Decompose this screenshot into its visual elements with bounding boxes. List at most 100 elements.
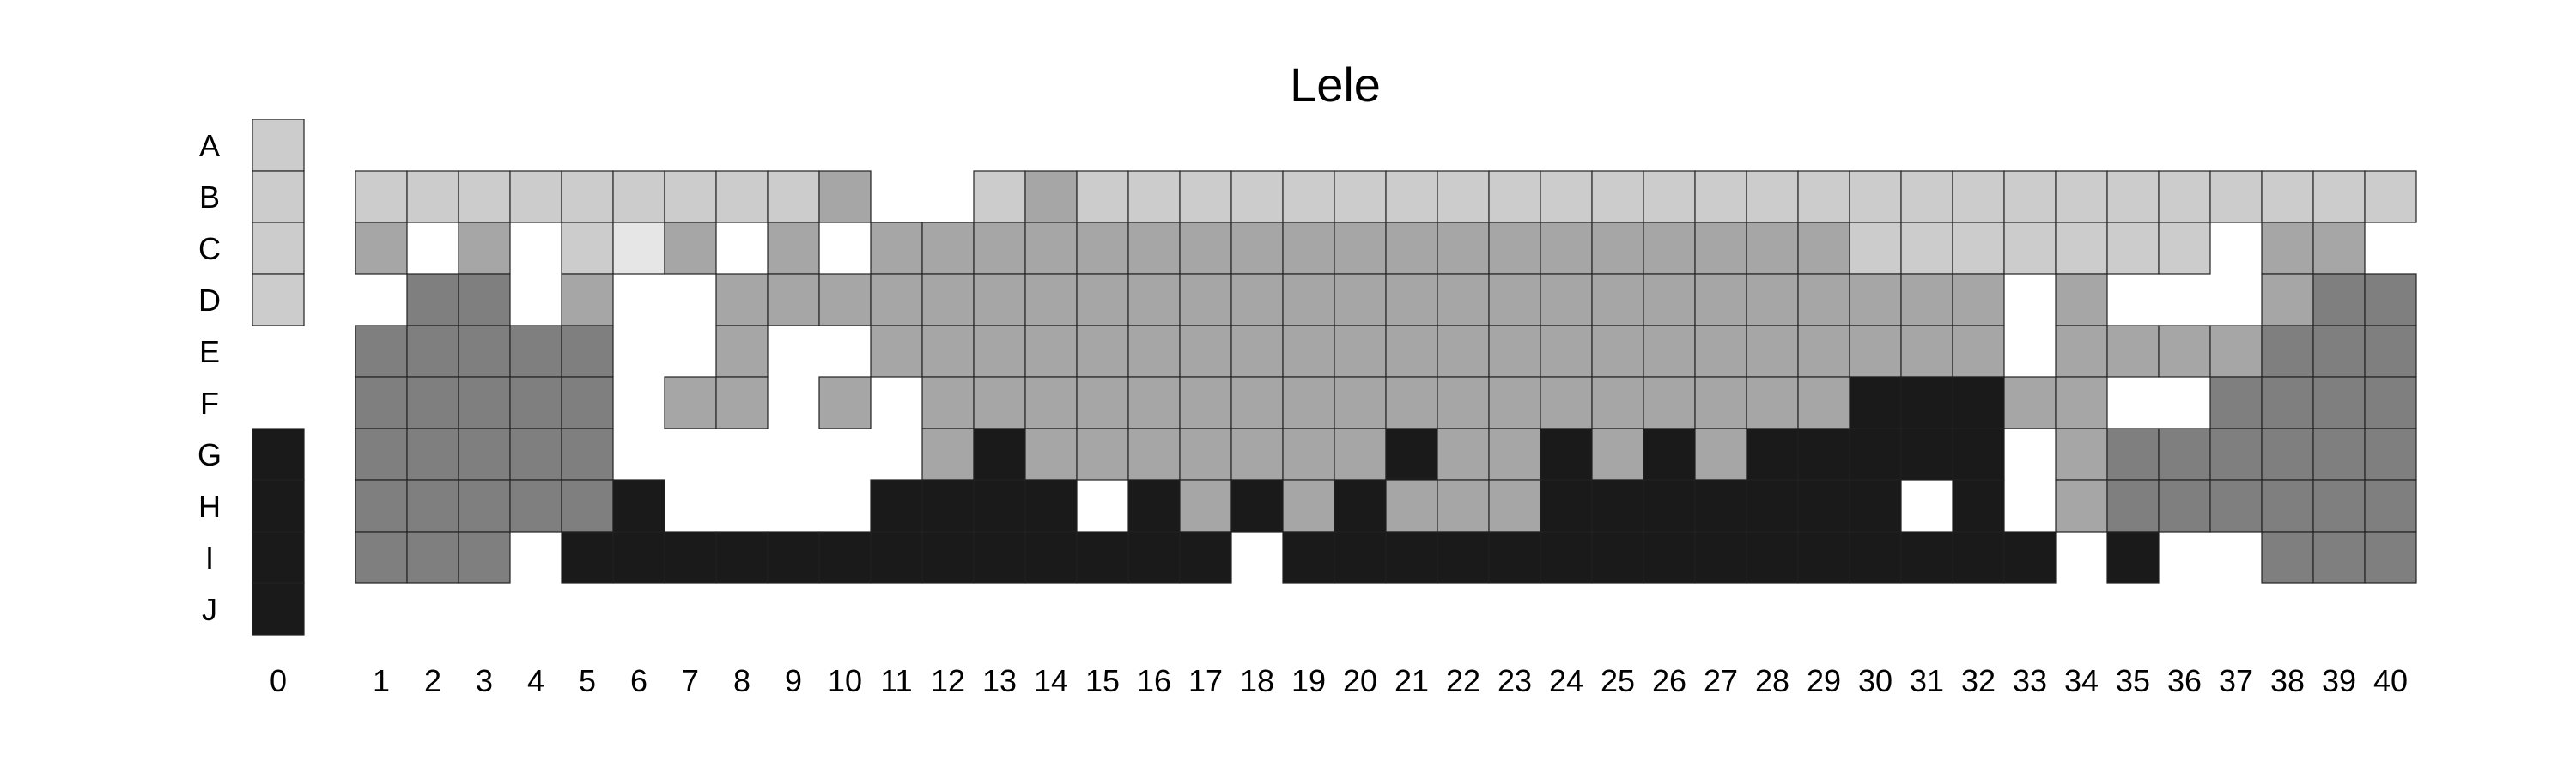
heatmap-cell — [1076, 376, 1129, 429]
heatmap-cell — [406, 531, 459, 584]
y-tick-label: H — [198, 489, 221, 524]
heatmap-cell — [2312, 428, 2366, 481]
heatmap-cell — [2055, 325, 2108, 378]
x-tick-label: 30 — [1858, 663, 1893, 698]
heatmap-cell — [1282, 479, 1335, 533]
heatmap-cell — [2312, 273, 2366, 326]
chart-title: Lele — [1290, 58, 1381, 112]
heatmap-cell — [1385, 531, 1438, 584]
heatmap-cell — [1694, 325, 1747, 378]
heatmap-cell — [2158, 479, 2211, 533]
heatmap-cell — [561, 531, 614, 584]
heatmap-cell — [921, 428, 975, 481]
heatmap-cell — [355, 531, 408, 584]
x-tick-label: 1 — [373, 663, 390, 698]
heatmap-cell — [355, 479, 408, 533]
heatmap-cell — [1437, 170, 1490, 223]
heatmap-cell — [1076, 273, 1129, 326]
heatmap-cell — [818, 531, 872, 584]
x-tick-label: 33 — [2013, 663, 2047, 698]
heatmap-cell — [1849, 222, 1902, 275]
heatmap-cell — [612, 170, 665, 223]
heatmap-cell — [818, 376, 872, 429]
x-tick-label: 37 — [2219, 663, 2253, 698]
heatmap-cell — [1694, 170, 1747, 223]
heatmap-cell — [561, 479, 614, 533]
x-tick-label: 36 — [2167, 663, 2202, 698]
heatmap-cell — [1952, 531, 2005, 584]
heatmap-cell — [1591, 479, 1644, 533]
heatmap-cell — [355, 428, 408, 481]
x-tick-label: 31 — [1910, 663, 1944, 698]
heatmap-cell — [1179, 479, 1232, 533]
heatmap-cell — [1334, 222, 1387, 275]
heatmap-cell — [1849, 325, 1902, 378]
heatmap-cell — [2003, 222, 2057, 275]
heatmap-cell — [973, 428, 1026, 481]
x-tick-label: 9 — [785, 663, 802, 698]
heatmap-cell — [1591, 428, 1644, 481]
heatmap-cell — [1385, 479, 1438, 533]
heatmap-cell — [973, 479, 1026, 533]
heatmap-cell — [1127, 222, 1181, 275]
x-tick-label: 32 — [1961, 663, 1996, 698]
heatmap-cell — [1643, 479, 1696, 533]
heatmap-cell — [2261, 273, 2314, 326]
heatmap-cell — [252, 119, 305, 172]
heatmap-cell — [1746, 479, 1799, 533]
heatmap-cell — [406, 273, 459, 326]
heatmap-cell — [612, 479, 665, 533]
heatmap-cell — [2158, 222, 2211, 275]
x-tick-label: 4 — [527, 663, 544, 698]
heatmap-cell — [2209, 325, 2263, 378]
heatmap-cell — [2312, 222, 2366, 275]
heatmap-cell — [509, 428, 562, 481]
heatmap-cell — [1385, 273, 1438, 326]
x-tick-label: 13 — [982, 663, 1017, 698]
heatmap-cell — [1488, 479, 1541, 533]
heatmap-cell — [252, 222, 305, 275]
heatmap-cell — [1591, 273, 1644, 326]
heatmap-cell — [1076, 325, 1129, 378]
x-tick-label: 26 — [1652, 663, 1686, 698]
heatmap-cell — [1334, 376, 1387, 429]
heatmap-cell — [973, 222, 1026, 275]
heatmap-cell — [1334, 428, 1387, 481]
x-tick-label: 27 — [1704, 663, 1738, 698]
heatmap-cell — [2055, 479, 2108, 533]
heatmap-cell — [1900, 222, 1953, 275]
heatmap-cell — [870, 222, 923, 275]
heatmap-cell — [1334, 325, 1387, 378]
heatmap-cell — [1900, 428, 1953, 481]
x-tick-label: 14 — [1034, 663, 1068, 698]
heatmap-cell — [1437, 531, 1490, 584]
x-tick-label: 7 — [682, 663, 699, 698]
heatmap-cell — [2312, 376, 2366, 429]
y-tick-label: F — [200, 386, 219, 421]
x-tick-label: 11 — [880, 663, 912, 698]
heatmap-cell — [1643, 376, 1696, 429]
y-tick-label: D — [198, 283, 221, 318]
heatmap-cell — [1540, 222, 1593, 275]
x-tick-label: 39 — [2322, 663, 2356, 698]
heatmap-cell — [561, 170, 614, 223]
y-tick-label: J — [202, 592, 217, 627]
heatmap-cell — [921, 222, 975, 275]
heatmap-cell — [2055, 222, 2108, 275]
heatmap-cell — [1591, 222, 1644, 275]
x-tick-label: 3 — [476, 663, 493, 698]
heatmap-cell — [612, 222, 665, 275]
heatmap-cell — [1282, 531, 1335, 584]
heatmap-cell — [1952, 376, 2005, 429]
y-tick-label: I — [205, 540, 214, 575]
heatmap-cell — [2364, 428, 2417, 481]
heatmap-cell — [561, 376, 614, 429]
heatmap-cell — [2158, 428, 2211, 481]
heatmap-cell — [664, 376, 717, 429]
heatmap-cell — [1127, 428, 1181, 481]
heatmap-cell — [1437, 273, 1490, 326]
heatmap-cell — [1797, 479, 1850, 533]
y-tick-label: B — [199, 180, 220, 215]
heatmap-cell — [1076, 428, 1129, 481]
x-tick-label: 19 — [1291, 663, 1326, 698]
